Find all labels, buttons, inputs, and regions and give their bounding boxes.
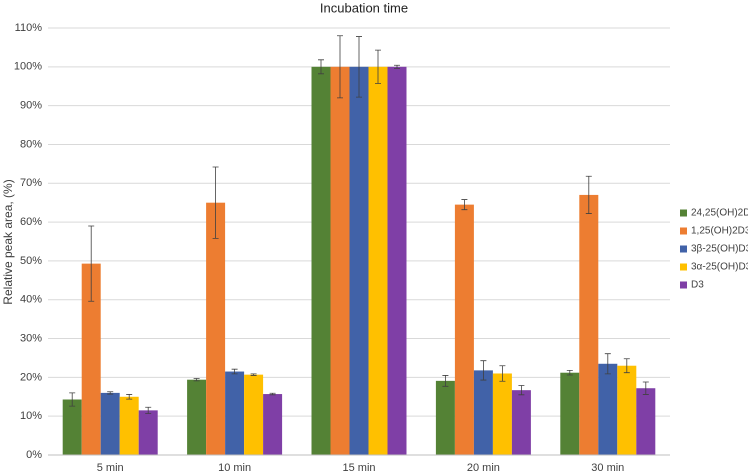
x-tick-label: 10 min <box>218 462 251 474</box>
bar <box>187 379 207 455</box>
error-bar <box>107 391 114 395</box>
error-bar <box>375 49 381 84</box>
error-bar <box>518 385 525 396</box>
error-bar <box>461 199 468 211</box>
error-bar <box>318 59 324 75</box>
error-bar <box>442 375 449 387</box>
error-bar <box>231 368 238 375</box>
bar <box>349 66 369 456</box>
legend-label: D3 <box>691 280 704 291</box>
bar <box>225 371 245 455</box>
bar <box>100 392 120 455</box>
legend-label: 1,25(OH)2D3 <box>691 226 748 237</box>
error-bar <box>499 365 506 382</box>
bar <box>454 204 474 455</box>
error-bar <box>145 406 152 414</box>
bar <box>330 66 350 456</box>
y-tick-label: 80% <box>20 138 42 150</box>
legend-swatch <box>680 263 687 271</box>
y-tick-label: 70% <box>20 177 42 189</box>
error-bar <box>126 394 133 400</box>
bar <box>560 372 580 455</box>
chart-title: Incubation time <box>320 0 408 15</box>
legend-swatch <box>680 281 687 289</box>
x-tick-label: 15 min <box>342 462 375 474</box>
error-bar <box>394 64 400 69</box>
error-bar <box>356 36 362 98</box>
bar <box>636 388 656 455</box>
y-tick-label: 60% <box>20 216 42 228</box>
legend-swatch <box>680 209 687 217</box>
y-tick-label: 0% <box>26 449 42 461</box>
y-tick-label: 110% <box>15 22 43 34</box>
x-tick-label: 30 min <box>591 462 624 474</box>
bar <box>435 380 455 455</box>
bar <box>62 399 82 455</box>
bar <box>598 363 618 455</box>
legend-swatch <box>680 227 687 235</box>
y-tick-label: 30% <box>20 332 42 344</box>
y-tick-label: 90% <box>20 100 42 112</box>
bar <box>492 373 512 455</box>
error-bar <box>212 166 219 239</box>
bar <box>511 390 531 455</box>
legend-label: 3α-25(OH)D3 <box>691 262 748 273</box>
bar <box>138 410 158 455</box>
bar <box>206 202 226 455</box>
bar <box>311 66 331 456</box>
y-tick-label: 40% <box>20 294 42 306</box>
error-bar <box>480 360 487 381</box>
error-bar <box>69 392 76 407</box>
error-bar <box>250 373 257 376</box>
y-tick-label: 50% <box>20 255 42 267</box>
error-bar <box>604 353 611 375</box>
legend-label: 3β-25(OH)D3 <box>691 244 748 255</box>
bar <box>81 263 101 455</box>
bar <box>368 66 388 456</box>
x-tick-label: 20 min <box>467 462 500 474</box>
bar <box>244 374 264 455</box>
error-bar <box>193 378 200 382</box>
bar <box>579 194 599 455</box>
bar <box>617 365 637 455</box>
y-tick-label: 10% <box>20 410 42 422</box>
x-tick-label: 5 min <box>97 462 124 474</box>
y-axis-label: Relative peak area, (%) <box>1 179 15 304</box>
bar <box>119 396 139 455</box>
bar <box>473 370 493 455</box>
error-bar <box>566 369 573 376</box>
y-tick-label: 100% <box>14 61 42 73</box>
error-bar <box>623 358 630 374</box>
error-bar <box>269 392 276 396</box>
bar <box>263 394 283 455</box>
error-bar <box>585 175 592 214</box>
error-bar <box>337 35 343 99</box>
error-bar <box>642 381 649 395</box>
error-bar <box>88 225 95 302</box>
y-tick-label: 20% <box>20 371 42 383</box>
bar <box>387 66 407 456</box>
legend-swatch <box>680 245 687 253</box>
legend-label: 24,25(OH)2D3 <box>691 208 748 219</box>
